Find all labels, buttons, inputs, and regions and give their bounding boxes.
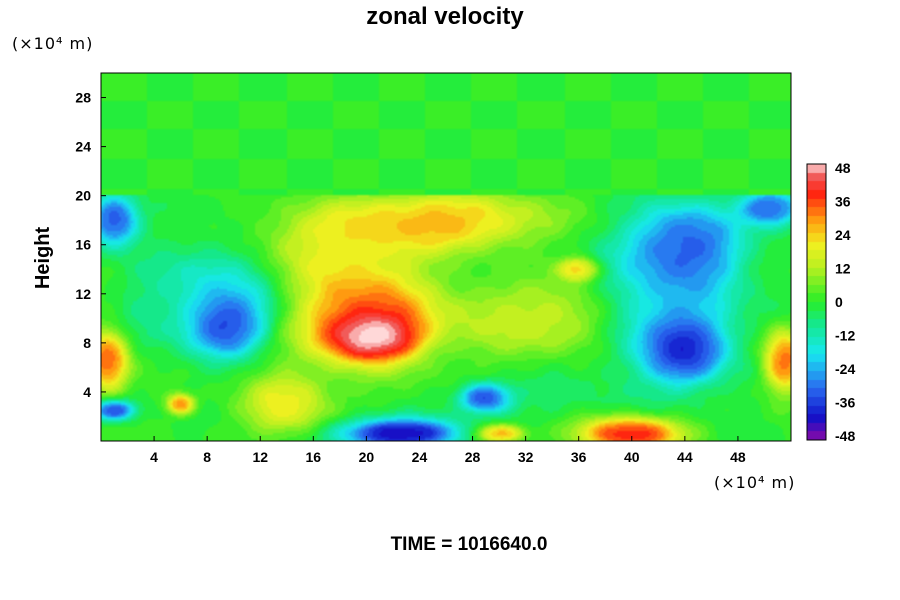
colorbar-tick-label: 48	[835, 160, 851, 176]
x-tick-label: 36	[571, 449, 587, 465]
colorbar-frame	[806, 163, 827, 441]
colorbar-tick-label: -36	[835, 395, 855, 411]
plot-area	[100, 72, 792, 442]
y-tick-label: 28	[75, 90, 91, 106]
time-label: TIME = 1016640.0	[391, 534, 548, 555]
y-tick-label: 24	[75, 139, 91, 155]
colorbar-tick-label: -48	[835, 428, 855, 444]
y-tick-label: 8	[83, 335, 91, 351]
x-tick-label: 44	[677, 449, 693, 465]
x-tick-label: 24	[412, 449, 428, 465]
colorbar-tick-label: 0	[835, 294, 843, 310]
colorbar-tick-label: -12	[835, 328, 855, 344]
heatmap-field	[101, 73, 791, 441]
y-axis-label: Height	[32, 227, 54, 290]
y-tick-label: 20	[75, 188, 91, 204]
x-tick-label: 8	[203, 449, 211, 465]
y-tick-label: 12	[75, 286, 91, 302]
x-tick-label: 40	[624, 449, 640, 465]
x-axis-ticks: 4 8 12 16 20 24 28 32 36 40 44 48	[150, 436, 746, 465]
chart-title: zonal velocity	[366, 3, 524, 30]
x-tick-label: 28	[465, 449, 481, 465]
colorbar-tick-label: 36	[835, 194, 851, 210]
y-axis-ticks: 4 8 12 16 20 24 28	[75, 90, 106, 400]
colorbar-scale	[807, 164, 826, 440]
x-tick-label: 48	[730, 449, 746, 465]
x-tick-label: 4	[150, 449, 158, 465]
y-axis-unit: (×10⁴ m)	[12, 34, 93, 53]
y-tick-label: 16	[75, 237, 91, 253]
plot-frame	[100, 72, 792, 442]
x-tick-label: 20	[359, 449, 375, 465]
x-tick-label: 16	[306, 449, 322, 465]
colorbar-ticks: 48 36 24 12 0 -12 -24 -36 -48	[835, 160, 855, 444]
colorbar-tick-label: 24	[835, 227, 851, 243]
colorbar-tick-label: -24	[835, 361, 855, 377]
x-axis-unit: (×10⁴ m)	[714, 473, 795, 492]
y-tick-label: 4	[83, 384, 91, 400]
colorbar-tick-label: 12	[835, 261, 851, 277]
x-tick-label: 12	[252, 449, 268, 465]
x-tick-label: 32	[518, 449, 534, 465]
colorbar: 48 36 24 12 0 -12 -24 -36 -48	[806, 160, 855, 444]
